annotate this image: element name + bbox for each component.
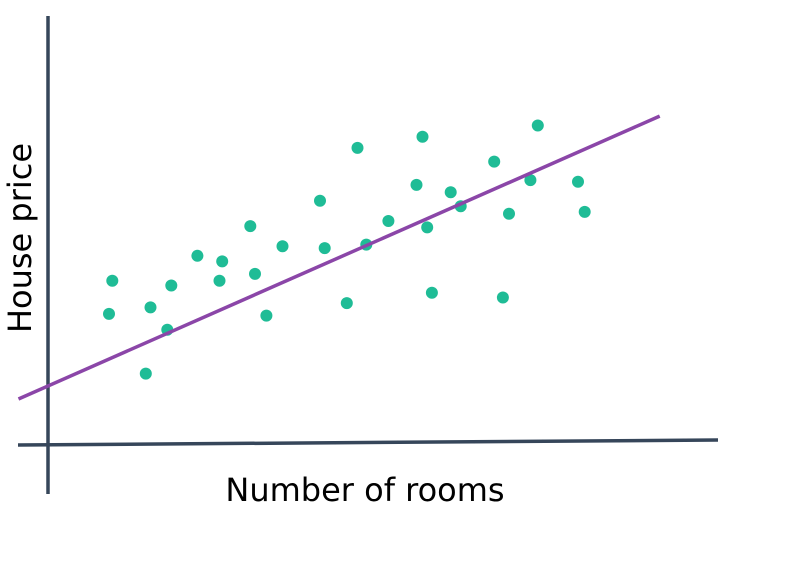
- data-point-2: [106, 274, 119, 287]
- data-point-31: [572, 175, 584, 188]
- trend-line: [17, 114, 661, 401]
- data-point-22: [421, 221, 434, 234]
- y-axis-label: House price: [1, 143, 39, 333]
- data-point-1: [103, 307, 115, 320]
- data-point-30: [531, 119, 544, 132]
- data-point-10: [244, 220, 257, 233]
- x-axis-label: Number of rooms: [225, 471, 504, 509]
- data-point-26: [488, 155, 501, 168]
- data-point-16: [340, 297, 353, 310]
- data-point-8: [213, 274, 226, 287]
- data-point-6: [165, 279, 178, 292]
- x-axis-line: [17, 438, 719, 447]
- data-point-11: [249, 267, 261, 280]
- data-point-13: [276, 240, 289, 253]
- data-point-4: [144, 301, 157, 314]
- data-point-21: [416, 130, 429, 143]
- data-point-20: [410, 178, 423, 191]
- data-point-29: [524, 174, 537, 187]
- data-point-15: [318, 242, 331, 255]
- data-point-23: [425, 286, 438, 299]
- data-point-7: [191, 249, 204, 262]
- data-points: [103, 119, 591, 380]
- data-point-17: [351, 141, 364, 154]
- data-point-14: [314, 194, 326, 207]
- data-point-12: [260, 309, 273, 322]
- data-point-24: [444, 186, 457, 199]
- data-point-32: [578, 205, 591, 218]
- data-point-27: [496, 291, 509, 304]
- data-point-9: [216, 255, 229, 268]
- data-point-19: [382, 215, 395, 227]
- data-point-3: [139, 367, 152, 380]
- data-point-28: [503, 207, 515, 220]
